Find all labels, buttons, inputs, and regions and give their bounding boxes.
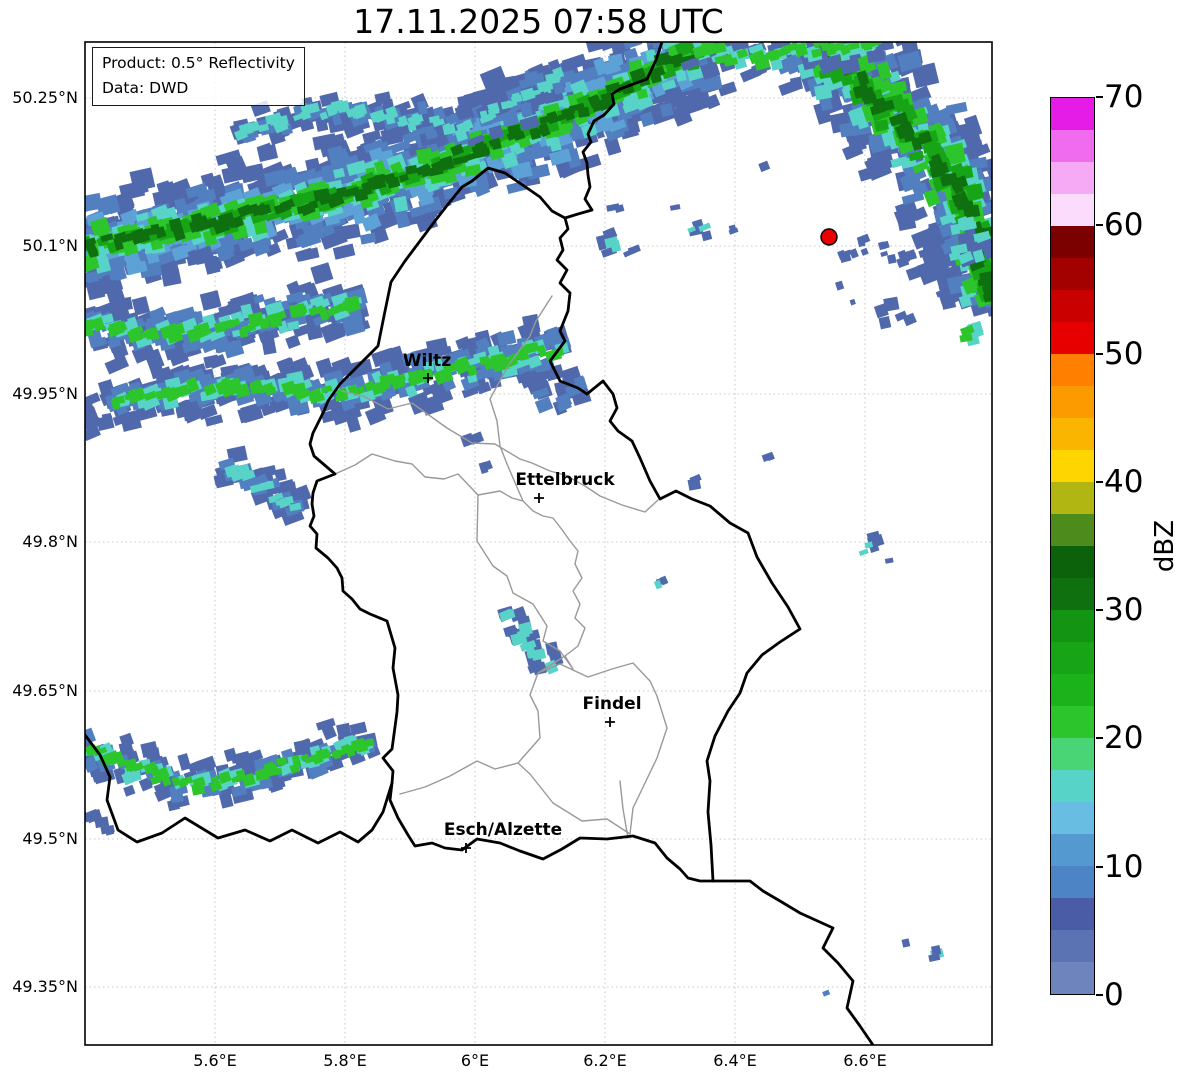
internal-boundary: [489, 295, 631, 835]
colorbar-tick-label: 40: [1104, 463, 1144, 500]
radar-echoes: [85, 42, 992, 997]
internal-boundary: [476, 494, 574, 670]
city-label: Esch/Alzette: [443, 820, 563, 840]
colorbar-level: [1051, 834, 1094, 866]
city-marker-cross: [461, 843, 471, 853]
internal-boundary: [341, 390, 659, 513]
colorbar: [1050, 97, 1095, 995]
y-tick-label: 50.25°N: [12, 88, 78, 107]
y-tick-label: 49.5°N: [22, 829, 78, 848]
internal-boundary: [619, 780, 629, 839]
colorbar-tick: [1096, 737, 1103, 740]
colorbar-axis-label: dBZ: [1150, 519, 1180, 573]
page-title: 17.11.2025 07:58 UTC: [353, 2, 724, 41]
colorbar-level: [1051, 226, 1094, 258]
colorbar-level: [1051, 930, 1094, 962]
colorbar-tick: [1096, 480, 1103, 483]
colorbar-tick-label: 30: [1104, 592, 1144, 629]
x-tick-label: 6°E: [460, 1051, 490, 1070]
colorbar-level: [1051, 610, 1094, 642]
national-border-belgium-germany: [563, 42, 664, 220]
colorbar-tick-label: 70: [1104, 79, 1144, 115]
colorbar-tick: [1096, 352, 1103, 355]
colorbar-level: [1051, 418, 1094, 450]
y-tick-label: 49.65°N: [12, 681, 78, 700]
colorbar-level: [1051, 162, 1094, 194]
colorbar-level: [1051, 674, 1094, 706]
colorbar-level: [1051, 962, 1094, 994]
city-label: Findel: [582, 694, 642, 714]
city-label: Ettelbruck: [515, 470, 615, 490]
colorbar-level: [1051, 802, 1094, 834]
city-label: Wiltz: [402, 351, 452, 371]
colorbar-level: [1051, 450, 1094, 482]
national-border-luxembourg: [308, 166, 802, 883]
info-box-product-line: Product: 0.5° Reflectivity: [102, 54, 295, 72]
colorbar-level: [1051, 130, 1094, 162]
colorbar-level: [1051, 546, 1094, 578]
x-tick-label: 5.8°E: [323, 1051, 367, 1070]
colorbar-level: [1051, 770, 1094, 802]
colorbar-level: [1051, 514, 1094, 546]
national-border-france-belgium: [85, 733, 394, 845]
colorbar-tick: [1096, 609, 1103, 612]
info-box: Product: 0.5° Reflectivity Data: DWD: [92, 47, 305, 106]
colorbar-level: [1051, 194, 1094, 226]
y-tick-label: 49.8°N: [22, 532, 78, 551]
colorbar-level: [1051, 354, 1094, 386]
info-box-data-source-line: Data: DWD: [102, 79, 189, 97]
radar-site-marker: [820, 228, 838, 246]
colorbar-level: [1051, 738, 1094, 770]
x-tick-label: 6.6°E: [843, 1051, 887, 1070]
internal-boundary: [399, 760, 519, 795]
x-tick-label: 6.2°E: [583, 1051, 627, 1070]
city-marker-cross: [534, 493, 544, 503]
map-frame: [84, 41, 993, 1046]
colorbar-level: [1051, 642, 1094, 674]
colorbar-level: [1051, 258, 1094, 290]
city-marker-cross: [605, 717, 615, 727]
colorbar-tick-label: 20: [1104, 720, 1144, 757]
colorbar-tick-label: 10: [1104, 848, 1144, 885]
x-tick-label: 5.6°E: [193, 1051, 237, 1070]
colorbar-tick: [1096, 224, 1103, 227]
y-tick-label: 50.1°N: [22, 236, 78, 255]
colorbar-level: [1051, 706, 1094, 738]
colorbar-level: [1051, 98, 1094, 130]
colorbar-level: [1051, 866, 1094, 898]
colorbar-tick: [1096, 994, 1103, 996]
y-tick-label: 49.95°N: [12, 384, 78, 403]
colorbar-gradient: [1051, 98, 1094, 994]
x-tick-label: 6.4°E: [713, 1051, 757, 1070]
colorbar-tick: [1096, 865, 1103, 868]
colorbar-level: [1051, 578, 1094, 610]
city-marker-cross: [423, 373, 433, 383]
colorbar-level: [1051, 322, 1094, 354]
colorbar-tick-label: 0: [1104, 977, 1124, 1013]
colorbar-level: [1051, 898, 1094, 930]
internal-boundary: [334, 453, 524, 502]
colorbar-level: [1051, 482, 1094, 514]
colorbar-level: [1051, 386, 1094, 418]
internal-boundary: [537, 662, 668, 835]
colorbar-tick-label: 50: [1104, 335, 1144, 372]
colorbar-tick-label: 60: [1104, 207, 1144, 244]
colorbar-tick: [1096, 96, 1103, 98]
colorbar-level: [1051, 290, 1094, 322]
national-border-france-germany: [711, 879, 875, 1045]
y-tick-label: 49.35°N: [12, 977, 78, 996]
